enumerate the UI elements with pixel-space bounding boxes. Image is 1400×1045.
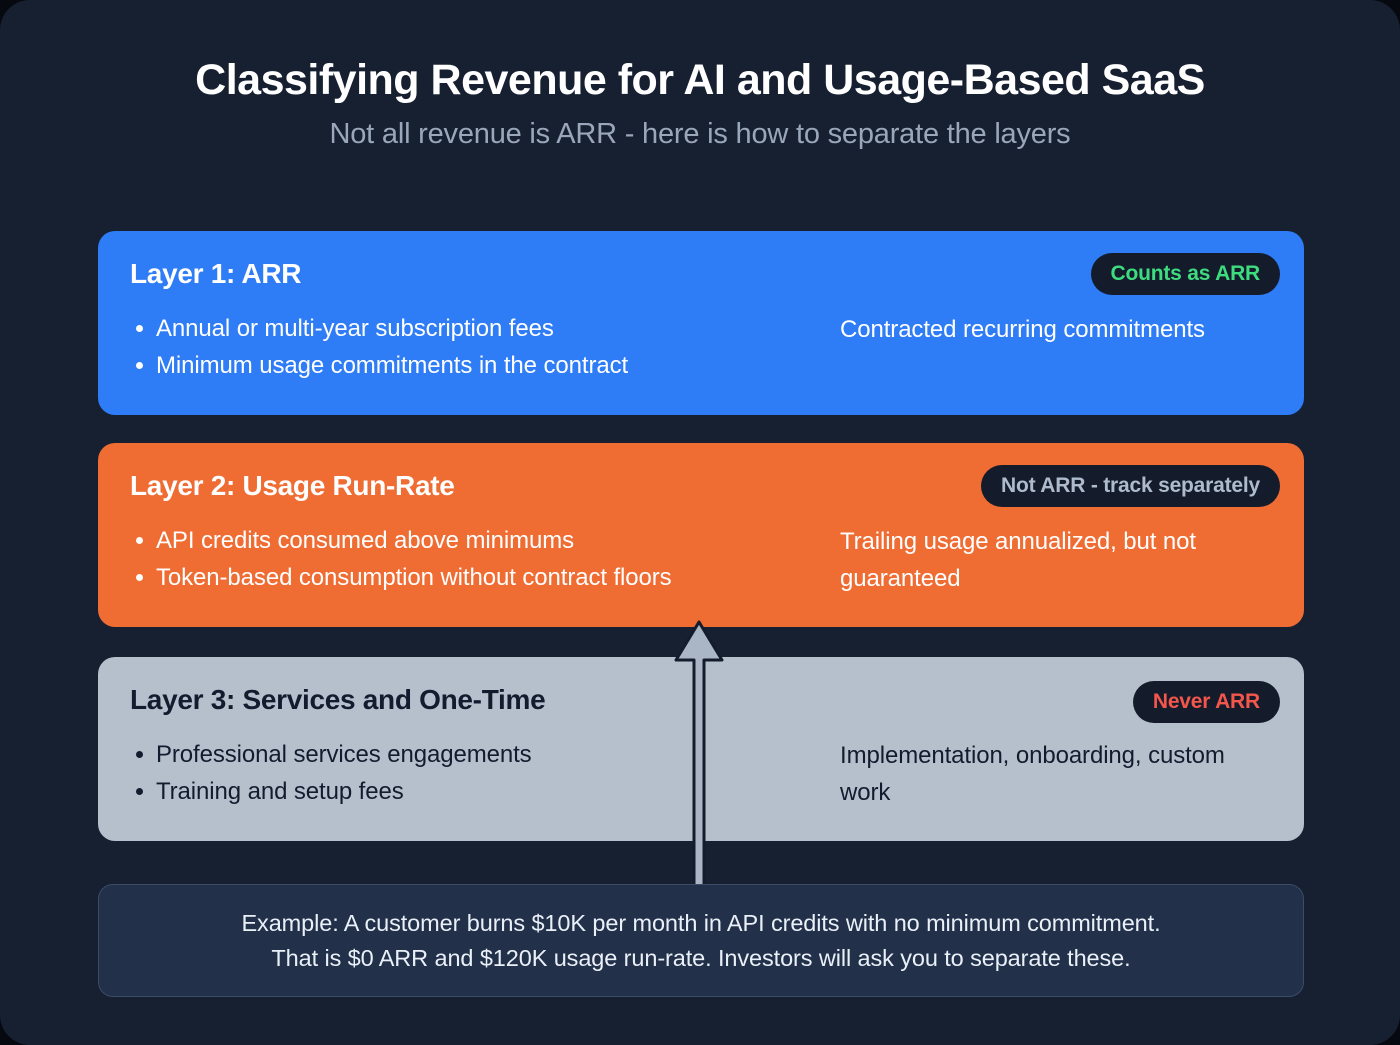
example-line-2: That is $0 ARR and $120K usage run-rate.…: [271, 944, 1131, 971]
layer-1-bullets-column: Annual or multi-year subscription fees M…: [130, 310, 840, 385]
example-line-1: Example: A customer burns $10K per month…: [241, 910, 1161, 937]
page-subtitle: Not all revenue is ARR - here is how to …: [329, 118, 1071, 151]
layer-1-note-column: Contracted recurring commitments: [840, 310, 1272, 348]
layer-2-bullets-column: API credits consumed above minimums Toke…: [130, 522, 840, 597]
layer-2-status-badge: Not ARR - track separately: [981, 465, 1280, 507]
header: Classifying Revenue for AI and Usage-Bas…: [0, 56, 1400, 151]
list-item: Token-based consumption without contract…: [130, 559, 840, 596]
layer-3-bullet-list: Professional services engagements Traini…: [130, 736, 840, 811]
list-item: API credits consumed above minimums: [130, 522, 840, 559]
page-title: Classifying Revenue for AI and Usage-Bas…: [195, 56, 1205, 104]
layer-2-note-column: Trailing usage annualized, but not guara…: [840, 522, 1272, 598]
layer-1-body: Annual or multi-year subscription fees M…: [130, 310, 1272, 385]
list-item: Professional services engagements: [130, 736, 840, 773]
example-callout-text: Example: A customer burns $10K per month…: [241, 906, 1160, 974]
layer-2-note: Trailing usage annualized, but not guara…: [840, 527, 1196, 593]
layer-3-note-column: Implementation, onboarding, custom work: [840, 736, 1272, 812]
example-callout: Example: A customer burns $10K per month…: [98, 884, 1304, 997]
layer-1-note: Contracted recurring commitments: [840, 315, 1205, 343]
layer-card-2[interactable]: Layer 2: Usage Run-Rate Not ARR - track …: [98, 443, 1304, 627]
layer-2-heading: Layer 2: Usage Run-Rate: [130, 470, 455, 501]
layer-2-bullet-list: API credits consumed above minimums Toke…: [130, 522, 840, 597]
list-item: Annual or multi-year subscription fees: [130, 310, 840, 347]
layer-3-body: Professional services engagements Traini…: [130, 736, 1272, 812]
layer-1-status-badge: Counts as ARR: [1090, 253, 1280, 295]
layer-1-bullet-list: Annual or multi-year subscription fees M…: [130, 310, 840, 385]
layer-3-note: Implementation, onboarding, custom work: [840, 741, 1225, 807]
layer-1-heading: Layer 1: ARR: [130, 258, 302, 289]
layer-3-bullets-column: Professional services engagements Traini…: [130, 736, 840, 811]
layer-2-body: API credits consumed above minimums Toke…: [130, 522, 1272, 598]
list-item: Training and setup fees: [130, 773, 840, 810]
layer-card-1[interactable]: Layer 1: ARR Counts as ARR Annual or mul…: [98, 231, 1304, 415]
list-item: Minimum usage commitments in the contrac…: [130, 347, 840, 384]
layer-3-heading: Layer 3: Services and One-Time: [130, 684, 546, 715]
layer-3-status-badge: Never ARR: [1132, 681, 1280, 723]
layer-card-3[interactable]: Layer 3: Services and One-Time Never ARR…: [98, 657, 1304, 841]
